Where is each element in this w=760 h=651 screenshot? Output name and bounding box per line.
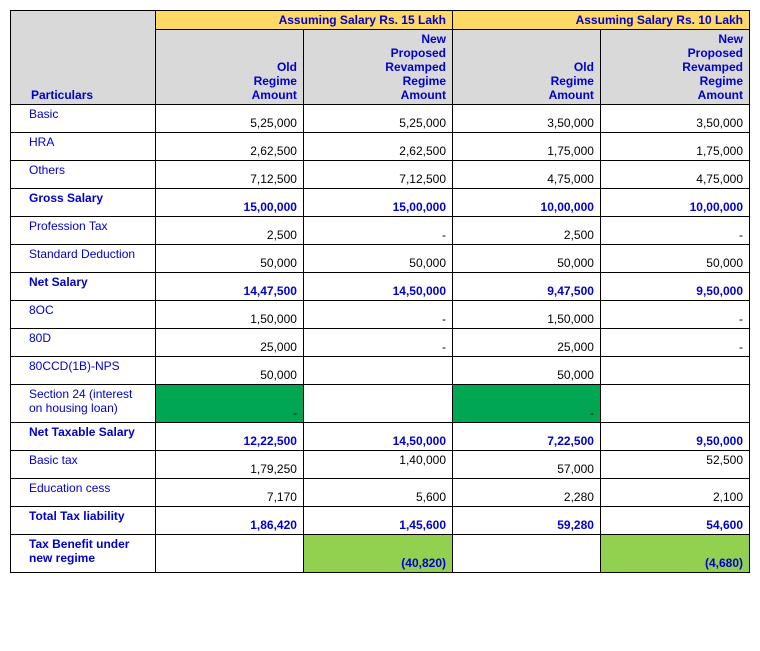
row-nettaxable-c2: 14,50,000 xyxy=(303,423,452,451)
row-nettaxable-c4: 9,50,000 xyxy=(600,423,749,451)
row-stddeduct-c2: 50,000 xyxy=(303,245,452,273)
row-80c-c2: - xyxy=(303,301,452,329)
row-basic-c1: 5,25,000 xyxy=(156,105,304,133)
scenario-10-header: Assuming Salary Rs. 10 Lakh xyxy=(453,11,750,30)
row-80d-label: 80D xyxy=(11,329,156,357)
row-benefit-label: Tax Benefit under new regime xyxy=(11,535,156,573)
row-benefit-c2: (40,820) xyxy=(303,535,452,573)
row-proftax-c4: - xyxy=(600,217,749,245)
row-educess-c4: 2,100 xyxy=(600,479,749,507)
new-regime-header-15: New Proposed Revamped Regime Amount xyxy=(303,30,452,105)
row-80d-c4: - xyxy=(600,329,749,357)
row-gross-label: Gross Salary xyxy=(11,189,156,217)
row-gross-c1: 15,00,000 xyxy=(156,189,304,217)
row-basic-c3: 3,50,000 xyxy=(453,105,601,133)
row-80c-label: 8OC xyxy=(11,301,156,329)
row-others-c2: 7,12,500 xyxy=(303,161,452,189)
row-sec24-c2 xyxy=(303,385,452,423)
row-80d-c2: - xyxy=(303,329,452,357)
row-stddeduct-c1: 50,000 xyxy=(156,245,304,273)
row-hra-c4: 1,75,000 xyxy=(600,133,749,161)
row-sec24-c3: - xyxy=(453,385,601,423)
row-netsalary-c1: 14,47,500 xyxy=(156,273,304,301)
row-others-c3: 4,75,000 xyxy=(453,161,601,189)
row-gross-c4: 10,00,000 xyxy=(600,189,749,217)
row-educess-c3: 2,280 xyxy=(453,479,601,507)
new-regime-header-10: New Proposed Revamped Regime Amount xyxy=(600,30,749,105)
row-totaltax-label: Total Tax liability xyxy=(11,507,156,535)
row-totaltax-c1: 1,86,420 xyxy=(156,507,304,535)
row-80ccd-c4 xyxy=(600,357,749,385)
row-sec24-c4 xyxy=(600,385,749,423)
row-nettaxable-c3: 7,22,500 xyxy=(453,423,601,451)
row-benefit-c3 xyxy=(453,535,601,573)
row-benefit-c1 xyxy=(156,535,304,573)
row-hra-label: HRA xyxy=(11,133,156,161)
row-basictax-c2: 1,40,000 xyxy=(303,451,452,479)
row-stddeduct-label: Standard Deduction xyxy=(11,245,156,273)
row-educess-c1: 7,170 xyxy=(156,479,304,507)
row-basic-label: Basic xyxy=(11,105,156,133)
row-80c-c1: 1,50,000 xyxy=(156,301,304,329)
row-sec24-c1: - xyxy=(156,385,304,423)
row-others-c4: 4,75,000 xyxy=(600,161,749,189)
row-totaltax-c2: 1,45,600 xyxy=(303,507,452,535)
particulars-header: Particulars xyxy=(17,88,149,102)
row-80d-c1: 25,000 xyxy=(156,329,304,357)
row-stddeduct-c3: 50,000 xyxy=(453,245,601,273)
row-hra-c1: 2,62,500 xyxy=(156,133,304,161)
row-80c-c4: - xyxy=(600,301,749,329)
row-others-label: Others xyxy=(11,161,156,189)
row-80c-c3: 1,50,000 xyxy=(453,301,601,329)
row-basic-c2: 5,25,000 xyxy=(303,105,452,133)
row-nettaxable-c1: 12,22,500 xyxy=(156,423,304,451)
old-regime-header-10: Old Regime Amount xyxy=(453,30,601,105)
old-regime-header-15: Old Regime Amount xyxy=(156,30,304,105)
row-basictax-c3: 57,000 xyxy=(453,451,601,479)
row-80ccd-label: 80CCD(1B)-NPS xyxy=(11,357,156,385)
row-netsalary-c4: 9,50,000 xyxy=(600,273,749,301)
row-basic-c4: 3,50,000 xyxy=(600,105,749,133)
row-benefit-c4: (4,680) xyxy=(600,535,749,573)
row-80ccd-c3: 50,000 xyxy=(453,357,601,385)
row-proftax-c1: 2,500 xyxy=(156,217,304,245)
tax-comparison-table: Particulars Assuming Salary Rs. 15 Lakh … xyxy=(10,10,750,573)
row-hra-c2: 2,62,500 xyxy=(303,133,452,161)
row-sec24-label: Section 24 (interest on housing loan) xyxy=(11,385,156,423)
row-educess-label: Education cess xyxy=(11,479,156,507)
row-netsalary-c3: 9,47,500 xyxy=(453,273,601,301)
row-80ccd-c1: 50,000 xyxy=(156,357,304,385)
row-netsalary-c2: 14,50,000 xyxy=(303,273,452,301)
row-80d-c3: 25,000 xyxy=(453,329,601,357)
row-gross-c2: 15,00,000 xyxy=(303,189,452,217)
row-basictax-label: Basic tax xyxy=(11,451,156,479)
row-nettaxable-label: Net Taxable Salary xyxy=(11,423,156,451)
row-others-c1: 7,12,500 xyxy=(156,161,304,189)
row-totaltax-c4: 54,600 xyxy=(600,507,749,535)
row-totaltax-c3: 59,280 xyxy=(453,507,601,535)
row-netsalary-label: Net Salary xyxy=(11,273,156,301)
row-hra-c3: 1,75,000 xyxy=(453,133,601,161)
row-stddeduct-c4: 50,000 xyxy=(600,245,749,273)
scenario-15-header: Assuming Salary Rs. 15 Lakh xyxy=(156,11,453,30)
row-proftax-label: Profession Tax xyxy=(11,217,156,245)
row-basictax-c1: 1,79,250 xyxy=(156,451,304,479)
row-proftax-c2: - xyxy=(303,217,452,245)
row-educess-c2: 5,600 xyxy=(303,479,452,507)
row-80ccd-c2 xyxy=(303,357,452,385)
row-gross-c3: 10,00,000 xyxy=(453,189,601,217)
row-proftax-c3: 2,500 xyxy=(453,217,601,245)
row-basictax-c4: 52,500 xyxy=(600,451,749,479)
